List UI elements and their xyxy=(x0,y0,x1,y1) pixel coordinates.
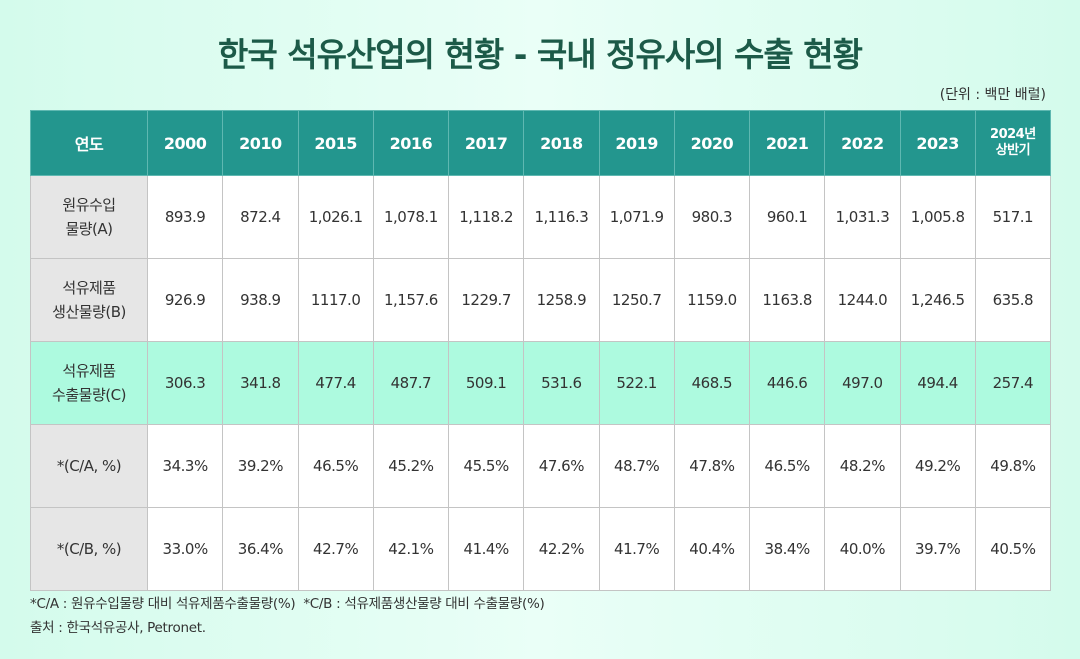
table-cell: 41.7% xyxy=(598,507,675,591)
table-cell: 1,116.3 xyxy=(523,175,600,259)
table-row: 석유제품 생산물량(B) 926.9 938.9 1117.0 1,157.6 1229.… xyxy=(30,258,1052,342)
table-cell: 48.2% xyxy=(824,424,901,508)
unit-label: (단위 : 백만 배럴) xyxy=(939,87,1046,103)
header-cell: 2016 xyxy=(372,110,450,176)
header-cell-year: 연도 xyxy=(30,110,148,176)
table-cell: 46.5% xyxy=(297,424,374,508)
table-cell: 34.3% xyxy=(146,424,224,508)
header-cell: 2018 xyxy=(523,110,600,176)
table-cell: 257.4 xyxy=(974,341,1052,425)
header-cell: 2024년 상반기 xyxy=(974,110,1052,176)
table-cell: 47.8% xyxy=(673,424,751,508)
table-cell: 40.5% xyxy=(974,507,1052,591)
table-cell: 47.6% xyxy=(523,424,600,508)
table-cell: 1163.8 xyxy=(748,258,826,342)
row-label: 석유제품 수출물량(C) xyxy=(30,341,148,425)
table-cell: 926.9 xyxy=(146,258,224,342)
table-cell: 49.8% xyxy=(974,424,1052,508)
table-cell: 33.0% xyxy=(146,507,224,591)
header-row: 연도 2000 2010 2015 2016 2017 2018 2019 2020 2021 2… xyxy=(30,110,1052,176)
header-cell: 2021 xyxy=(748,110,826,176)
table-cell: 45.5% xyxy=(447,424,525,508)
table-cell: 306.3 xyxy=(146,341,224,425)
table-cell: 48.7% xyxy=(598,424,675,508)
table-cell: 477.4 xyxy=(297,341,374,425)
header-cell: 2010 xyxy=(222,110,299,176)
table-cell: 42.7% xyxy=(297,507,374,591)
table-cell: 497.0 xyxy=(824,341,901,425)
table-cell: 487.7 xyxy=(372,341,450,425)
header-cell: 2017 xyxy=(447,110,525,176)
table-cell: 1250.7 xyxy=(598,258,675,342)
table-cell: 1,071.9 xyxy=(598,175,675,259)
table-cell: 1258.9 xyxy=(523,258,600,342)
header-cell: 2022 xyxy=(824,110,901,176)
row-label: 원유수입 물량(A) xyxy=(30,175,148,259)
row-label: 석유제품 생산물량(B) xyxy=(30,258,148,342)
table-cell: 40.4% xyxy=(673,507,751,591)
table-cell: 1,157.6 xyxy=(372,258,450,342)
table-cell: 509.1 xyxy=(447,341,525,425)
table-cell: 938.9 xyxy=(222,258,299,342)
table-cell: 38.4% xyxy=(748,507,826,591)
table-cell: 42.2% xyxy=(523,507,600,591)
table-cell: 1,026.1 xyxy=(297,175,374,259)
table-cell: 1159.0 xyxy=(673,258,751,342)
table-row: *(C/B, %) 33.0% 36.4% 42.7% 42.1% 41.4% 42.2% 4… xyxy=(30,507,1052,591)
table-cell: 36.4% xyxy=(222,507,299,591)
table-cell: 872.4 xyxy=(222,175,299,259)
table-cell: 635.8 xyxy=(974,258,1052,342)
table-cell: 46.5% xyxy=(748,424,826,508)
table-cell: 45.2% xyxy=(372,424,450,508)
table-cell: 49.2% xyxy=(899,424,976,508)
table-cell: 39.7% xyxy=(899,507,976,591)
table-cell: 468.5 xyxy=(673,341,751,425)
header-cell: 2015 xyxy=(297,110,374,176)
table-cell: 1117.0 xyxy=(297,258,374,342)
row-label: *(C/B, %) xyxy=(30,507,148,591)
definitions-note: *C/A : 원유수입물량 대비 석유제품수출물량(%) *C/B : 석유제품… xyxy=(30,596,545,612)
table-cell: 1,118.2 xyxy=(447,175,525,259)
source-note: 출처 : 한국석유공사, Petronet. xyxy=(30,620,206,636)
table-cell: 39.2% xyxy=(222,424,299,508)
table-cell: 960.1 xyxy=(748,175,826,259)
table-cell: 517.1 xyxy=(974,175,1052,259)
header-cell: 2000 xyxy=(146,110,224,176)
table-cell: 1,078.1 xyxy=(372,175,450,259)
table-cell: 1,005.8 xyxy=(899,175,976,259)
table-cell: 1,246.5 xyxy=(899,258,976,342)
table-cell: 531.6 xyxy=(523,341,600,425)
header-cell: 2020 xyxy=(673,110,751,176)
table-cell: 446.6 xyxy=(748,341,826,425)
table-cell: 522.1 xyxy=(598,341,675,425)
table-cell: 494.4 xyxy=(899,341,976,425)
table-cell: 40.0% xyxy=(824,507,901,591)
table-cell: 893.9 xyxy=(146,175,224,259)
header-cell: 2019 xyxy=(598,110,675,176)
data-table: 연도 2000 2010 2015 2016 2017 2018 2019 2020 2021 2… xyxy=(30,110,1052,591)
table-cell: 1229.7 xyxy=(447,258,525,342)
header-cell: 2023 xyxy=(899,110,976,176)
table-cell: 41.4% xyxy=(447,507,525,591)
table-row: 원유수입 물량(A) 893.9 872.4 1,026.1 1,078.1 1,118.… xyxy=(30,175,1052,259)
table-cell: 1244.0 xyxy=(824,258,901,342)
page-title: 한국 석유산업의 현황 - 국내 정유사의 수출 현황 xyxy=(218,35,863,74)
table-cell: 341.8 xyxy=(222,341,299,425)
table-row: 석유제품 수출물량(C) 306.3 341.8 477.4 487.7 509.1 531… xyxy=(30,341,1052,425)
table-cell: 42.1% xyxy=(372,507,450,591)
table-cell: 1,031.3 xyxy=(824,175,901,259)
table-row: *(C/A, %) 34.3% 39.2% 46.5% 45.2% 45.5% 47.6% 4… xyxy=(30,424,1052,508)
footnotes: *C/A : 원유수입물량 대비 석유제품수출물량(%) *C/B : 석유제품… xyxy=(30,592,545,640)
row-label: *(C/A, %) xyxy=(30,424,148,508)
table-cell: 980.3 xyxy=(673,175,751,259)
